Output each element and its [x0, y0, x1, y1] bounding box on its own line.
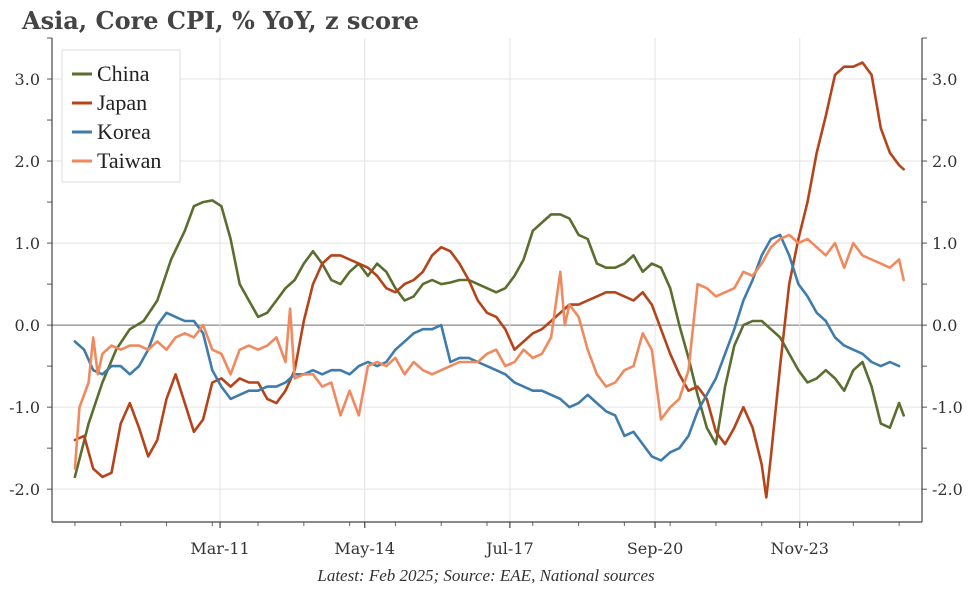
x-tick-label: Sep-20 [627, 539, 683, 558]
y-tick-label-right: 0.0 [932, 316, 957, 335]
legend-label-korea: Korea [97, 119, 151, 144]
y-tick-label-right: -1.0 [932, 398, 963, 417]
chart-title: Asia, Core CPI, % YoY, z score [22, 6, 419, 35]
x-tick-label: May-14 [334, 539, 395, 558]
y-tick-label-right: -2.0 [932, 480, 963, 499]
y-tick-label-left: -1.0 [9, 398, 40, 417]
grid-layer [52, 38, 922, 522]
legend-label-japan: Japan [97, 90, 147, 115]
y-tick-label-right: 1.0 [932, 234, 957, 253]
series-line-japan [73, 61, 905, 499]
series-line-taiwan [73, 233, 905, 470]
legend-label-china: China [97, 61, 150, 86]
x-tick-label: Nov-23 [771, 539, 829, 558]
axis-layer: 3.0 3.0 2.0 2.0 1.0 1.0 0.0 0.0 -1.0 -1.0 -2.0 -2.0… [9, 37, 963, 558]
y-tick-label-left: 2.0 [15, 152, 40, 171]
y-tick-label-left: 3.0 [15, 70, 40, 89]
x-tick-label: Mar-11 [190, 539, 249, 558]
series-line-korea [73, 233, 901, 462]
series-layer [73, 61, 905, 499]
legend: China Japan Korea Taiwan [61, 49, 181, 183]
y-tick-label-right: 3.0 [932, 70, 957, 89]
legend-label-taiwan: Taiwan [97, 148, 161, 173]
x-tick-label: Jul-17 [484, 539, 534, 558]
y-tick-label-right: 2.0 [932, 152, 957, 171]
source-footnote: Latest: Feb 2025; Source: EAE, National … [317, 566, 655, 585]
y-tick-label-left: 1.0 [15, 234, 40, 253]
y-tick-label-left: -2.0 [9, 480, 40, 499]
series-line-china [73, 199, 905, 479]
y-tick-label-left: 0.0 [15, 316, 40, 335]
